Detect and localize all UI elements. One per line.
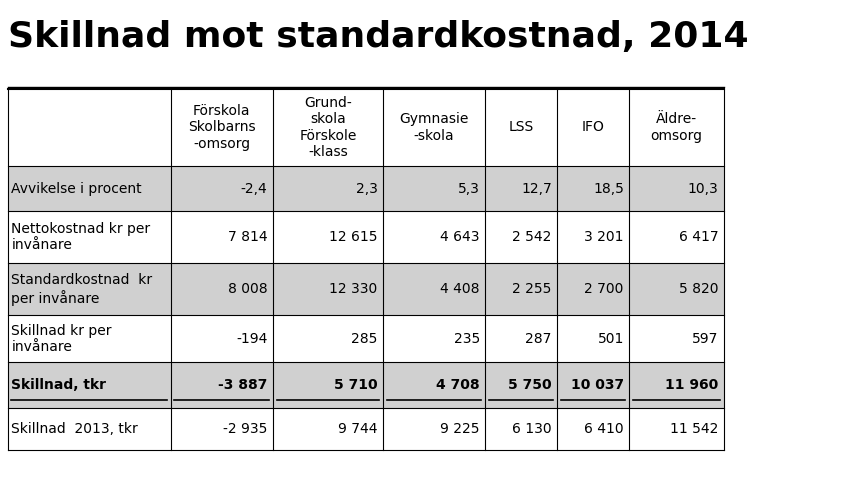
Text: 6 410: 6 410 <box>584 422 624 436</box>
Text: 5 750: 5 750 <box>508 378 552 392</box>
Text: Förskola
Skolbarns
-omsorg: Förskola Skolbarns -omsorg <box>188 104 255 150</box>
Text: -2,4: -2,4 <box>241 182 268 196</box>
Text: 7 814: 7 814 <box>228 230 268 245</box>
Text: 18,5: 18,5 <box>593 182 624 196</box>
Text: 2 700: 2 700 <box>584 282 624 297</box>
Text: -2 935: -2 935 <box>223 422 268 436</box>
Text: IFO: IFO <box>582 120 605 135</box>
Text: 10 037: 10 037 <box>571 378 624 392</box>
Text: 4 708: 4 708 <box>436 378 480 392</box>
Text: -194: -194 <box>237 332 268 346</box>
Text: Skillnad  2013, tkr: Skillnad 2013, tkr <box>11 422 138 436</box>
Text: 287: 287 <box>526 332 552 346</box>
Text: -3 887: -3 887 <box>218 378 268 392</box>
Text: 6 417: 6 417 <box>679 230 718 245</box>
Text: Skillnad kr per
invånare: Skillnad kr per invånare <box>11 324 112 354</box>
Text: 9 744: 9 744 <box>338 422 377 436</box>
Text: LSS: LSS <box>509 120 533 135</box>
Text: 4 408: 4 408 <box>440 282 480 297</box>
Text: 2,3: 2,3 <box>355 182 377 196</box>
Text: Standardkostnad  kr
per invånare: Standardkostnad kr per invånare <box>11 273 153 305</box>
Text: 12 330: 12 330 <box>329 282 377 297</box>
Text: 11 542: 11 542 <box>670 422 718 436</box>
Text: 285: 285 <box>351 332 377 346</box>
Text: 2 542: 2 542 <box>512 230 552 245</box>
Text: 5 710: 5 710 <box>334 378 377 392</box>
Text: 5,3: 5,3 <box>458 182 480 196</box>
Bar <box>8 408 724 450</box>
Text: 3 201: 3 201 <box>584 230 624 245</box>
Text: 11 960: 11 960 <box>666 378 718 392</box>
Text: 501: 501 <box>598 332 624 346</box>
Bar <box>8 362 724 408</box>
Bar <box>8 263 724 315</box>
Bar <box>8 166 724 211</box>
Text: 9 225: 9 225 <box>440 422 480 436</box>
Text: 10,3: 10,3 <box>688 182 718 196</box>
Text: 8 008: 8 008 <box>228 282 268 297</box>
Text: Skillnad mot standardkostnad, 2014: Skillnad mot standardkostnad, 2014 <box>8 20 748 54</box>
Text: 12 615: 12 615 <box>329 230 377 245</box>
Text: 4 643: 4 643 <box>440 230 480 245</box>
Text: Avvikelse i procent: Avvikelse i procent <box>11 182 142 196</box>
Text: 2 255: 2 255 <box>512 282 552 297</box>
Bar <box>8 211 724 263</box>
Text: Skillnad, tkr: Skillnad, tkr <box>11 378 106 392</box>
Text: Nettokostnad kr per
invånare: Nettokostnad kr per invånare <box>11 222 150 252</box>
Text: Gymnasie
-skola: Gymnasie -skola <box>399 112 469 143</box>
Text: 597: 597 <box>692 332 718 346</box>
Text: Grund-
skola
Förskole
-klass: Grund- skola Förskole -klass <box>299 96 356 159</box>
Bar <box>8 315 724 362</box>
Text: 6 130: 6 130 <box>512 422 552 436</box>
Text: Äldre-
omsorg: Äldre- omsorg <box>650 112 702 143</box>
Text: 12,7: 12,7 <box>521 182 552 196</box>
Text: 5 820: 5 820 <box>679 282 718 297</box>
Text: 235: 235 <box>454 332 480 346</box>
Bar <box>8 89 724 166</box>
